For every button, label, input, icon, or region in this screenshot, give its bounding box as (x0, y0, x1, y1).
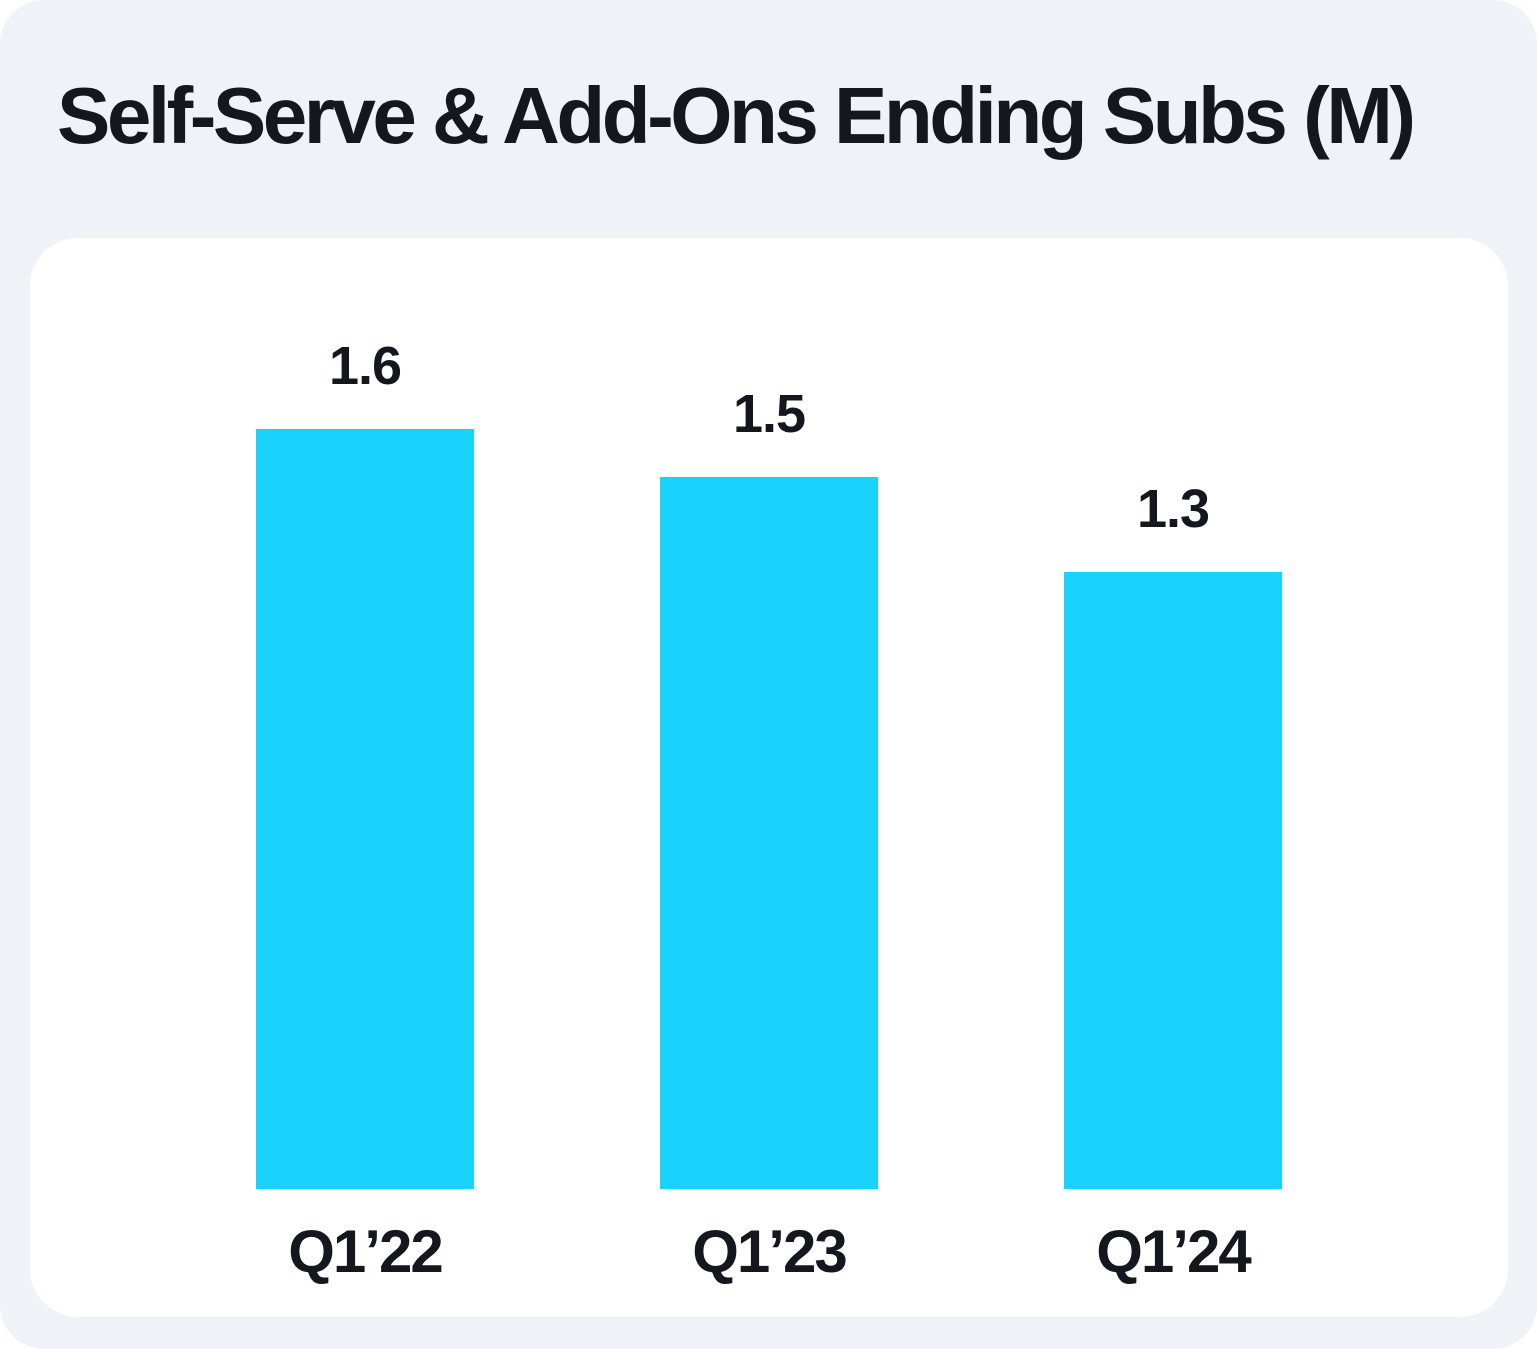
chart-title: Self-Serve & Add-Ons Ending Subs (M) (57, 71, 1416, 160)
chart-card: 1.6 Q1’22 1.5 Q1’23 1.3 Q1’24 (30, 238, 1508, 1317)
bar-group: 1.6 Q1’22 (256, 339, 474, 1285)
bar-value-label: 1.6 (328, 336, 402, 396)
category-label: Q1’22 (288, 1218, 443, 1285)
bar (256, 429, 474, 1189)
category-label: Q1’24 (1096, 1218, 1251, 1285)
category-label: Q1’23 (692, 1218, 847, 1285)
bar-chart: 1.6 Q1’22 1.5 Q1’23 1.3 Q1’24 (30, 339, 1508, 1285)
bar-value-label: 1.3 (1136, 478, 1210, 539)
bar-group: 1.3 Q1’24 (1064, 482, 1282, 1286)
bar-value-label: 1.5 (732, 383, 806, 444)
bar-group: 1.5 Q1’23 (660, 387, 878, 1286)
bar (660, 476, 878, 1189)
bar (1064, 571, 1282, 1189)
